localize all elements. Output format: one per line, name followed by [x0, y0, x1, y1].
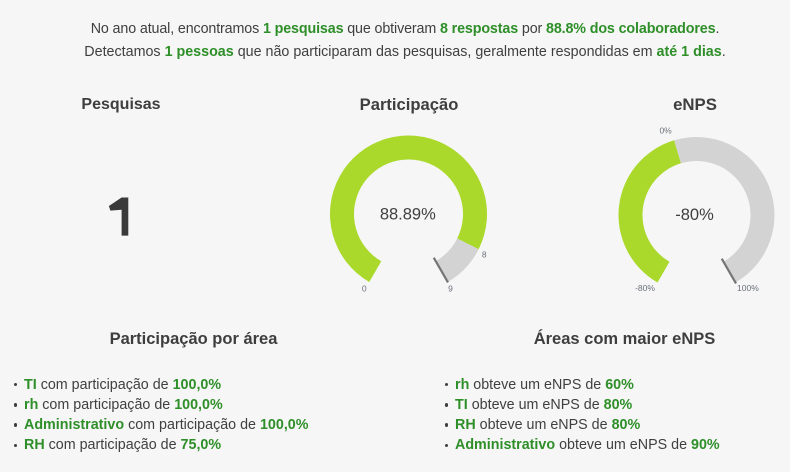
svg-text:8: 8 — [482, 250, 487, 260]
svg-text:9: 9 — [448, 284, 453, 294]
svg-text:-80%: -80% — [635, 283, 655, 293]
svg-text:-80%: -80% — [675, 206, 714, 224]
svg-text:88.89%: 88.89% — [380, 206, 436, 224]
svg-text:100%: 100% — [737, 283, 759, 293]
svg-text:0: 0 — [362, 284, 367, 294]
svg-text:0%: 0% — [659, 126, 672, 136]
